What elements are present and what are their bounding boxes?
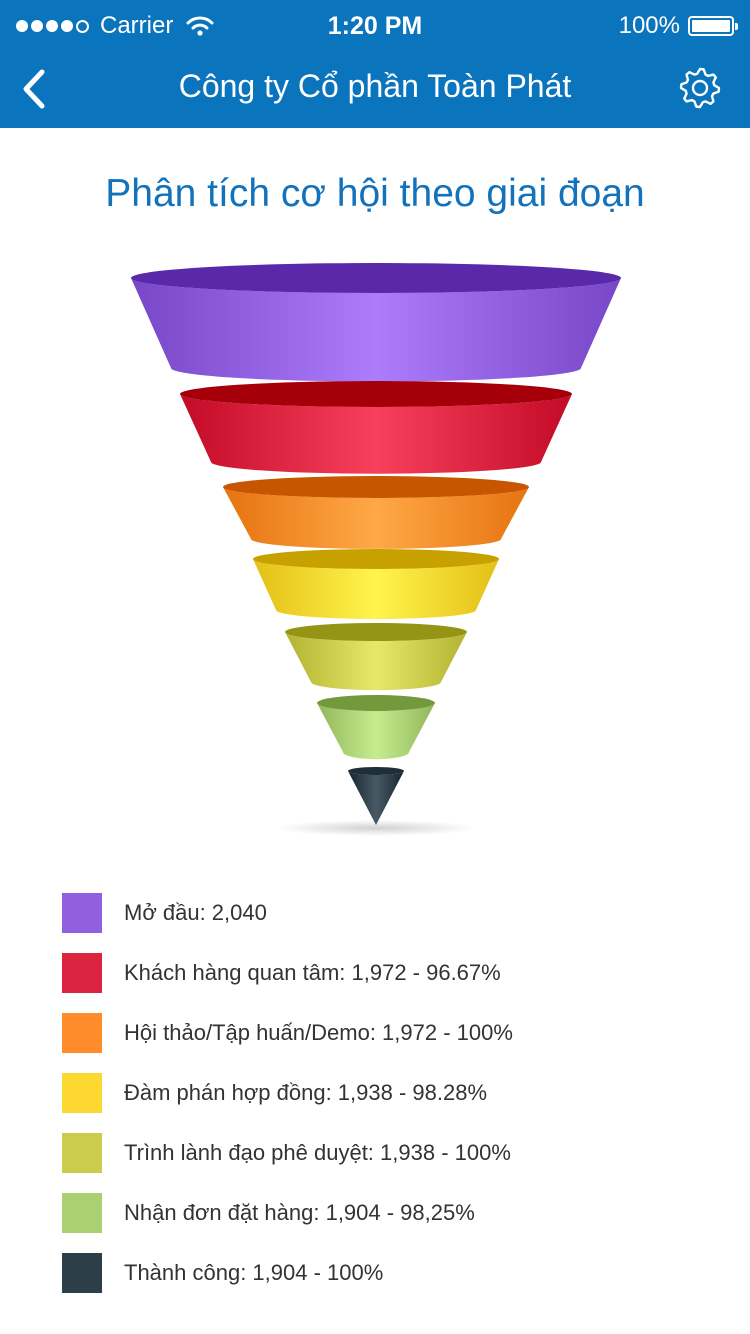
legend-item: Đàm phán hợp đồng: 1,938 - 98.28% (62, 1073, 702, 1113)
legend-item: Thành công: 1,904 - 100% (62, 1253, 702, 1293)
funnel-top-4 (253, 549, 499, 569)
legend-item: Mở đầu: 2,040 (62, 893, 702, 933)
funnel-body-3 (223, 487, 529, 549)
funnel-stage-1 (131, 263, 621, 382)
legend-label: Thành công: 1,904 - 100% (124, 1260, 384, 1285)
legend-swatch (62, 1013, 102, 1053)
legend-label: Nhận đơn đặt hàng: 1,904 - 98,25% (124, 1200, 475, 1225)
nav-bar: Công ty Cổ phần Toàn Phát (0, 52, 750, 128)
gear-icon[interactable] (678, 66, 722, 110)
legend-swatch (62, 893, 102, 933)
page-title: Phân tích cơ hội theo giai đoạn (105, 172, 645, 215)
funnel-body-2 (180, 394, 572, 474)
chevron-left-icon[interactable] (14, 64, 54, 114)
funnel-body-7 (348, 771, 404, 825)
legend-item: Nhận đơn đặt hàng: 1,904 - 98,25% (62, 1193, 702, 1233)
funnel-body-4 (253, 559, 499, 619)
funnel-top-6 (317, 695, 435, 711)
legend-label: Hội thảo/Tập huấn/Demo: 1,972 - 100% (124, 1020, 513, 1045)
funnel-stage-3 (223, 476, 529, 549)
carrier-group: Carrier (16, 12, 215, 40)
nav-title: Công ty Cổ phần Toàn Phát (178, 68, 572, 104)
funnel-stage-4 (253, 549, 499, 619)
legend-label: Khách hàng quan tâm: 1,972 - 96.67% (124, 960, 501, 985)
legend-swatch (62, 1193, 102, 1233)
signal-icon (16, 19, 92, 33)
funnel-stage-6 (317, 695, 435, 760)
funnel-top-1 (131, 263, 621, 293)
funnel-stage-7 (348, 767, 404, 825)
funnel-body-1 (131, 278, 621, 382)
battery-percent: 100% (618, 12, 680, 39)
header-bar: Carrier 1:20 PM 100% Công ty Cổ phần Toà… (0, 0, 750, 128)
legend-swatch (62, 1133, 102, 1173)
legend-item: Khách hàng quan tâm: 1,972 - 96.67% (62, 953, 702, 993)
legend-item: Trình lành đạo phê duyệt: 1,938 - 100% (62, 1133, 702, 1173)
legend-label: Đàm phán hợp đồng: 1,938 - 98.28% (124, 1080, 488, 1105)
funnel-top-3 (223, 476, 529, 498)
funnel-top-2 (180, 381, 572, 407)
funnel-body-6 (317, 703, 435, 760)
legend-label: Mở đầu: 2,040 (124, 900, 267, 925)
funnel-stage-2 (180, 381, 572, 474)
legend-swatch (62, 953, 102, 993)
funnel-stage-5 (285, 623, 467, 691)
legend-swatch (62, 1253, 102, 1293)
status-bar: Carrier 1:20 PM 100% (0, 0, 750, 52)
battery-group: 100% (618, 12, 738, 40)
wifi-icon (186, 16, 214, 36)
carrier-label: Carrier (100, 12, 174, 39)
funnel-chart (131, 263, 621, 836)
status-time: 1:20 PM (327, 12, 423, 40)
funnel-body-5 (285, 632, 467, 691)
funnel-top-7 (348, 767, 404, 775)
battery-icon (688, 16, 738, 36)
funnel-top-5 (285, 623, 467, 641)
legend-swatch (62, 1073, 102, 1113)
legend-label: Trình lành đạo phê duyệt: 1,938 - 100% (124, 1140, 511, 1165)
funnel-shadow (276, 820, 476, 836)
legend-item: Hội thảo/Tập huấn/Demo: 1,972 - 100% (62, 1013, 702, 1053)
